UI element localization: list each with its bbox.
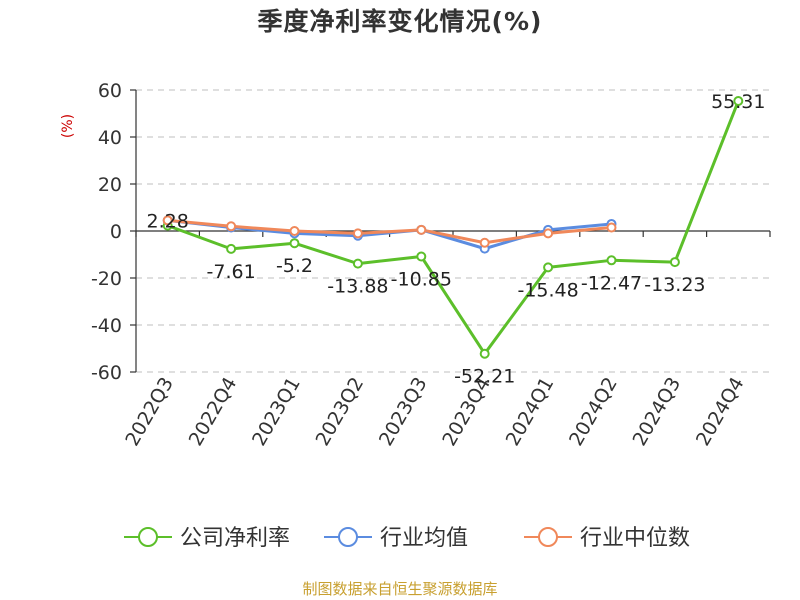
data-source-note: 制图数据来自恒生聚源数据库	[302, 580, 498, 598]
data-point	[352, 228, 363, 239]
y-tick-label: 0	[110, 221, 122, 243]
series-line-2	[167, 218, 612, 245]
legend-label: 公司净利率	[180, 526, 290, 551]
legend-label: 行业中位数	[580, 526, 690, 551]
data-point	[479, 237, 490, 248]
x-tick-label: 2022Q4	[185, 374, 242, 450]
data-label: -52.21	[454, 366, 515, 388]
y-tick-label: -40	[91, 315, 122, 337]
data-point	[733, 96, 744, 107]
data-label: -15.48	[517, 279, 578, 301]
data-label: 2.28	[147, 211, 189, 233]
data-point	[226, 243, 237, 254]
chart-title: 季度净利率变化情况(%)	[257, 7, 543, 36]
y-tick-label: 20	[98, 174, 122, 196]
x-tick-label: 2024Q3	[628, 374, 685, 450]
data-label: -5.2	[276, 255, 313, 277]
data-label: -13.88	[327, 276, 388, 298]
data-point	[543, 262, 554, 273]
data-point	[479, 348, 490, 359]
data-point	[606, 222, 617, 233]
data-label: -13.23	[644, 274, 705, 296]
series-line-0	[167, 100, 740, 356]
data-point	[669, 257, 680, 268]
x-tick-label: 2022Q3	[121, 374, 178, 450]
legend-marker	[538, 527, 558, 547]
x-tick-label: 2023Q2	[311, 374, 368, 450]
data-point	[606, 255, 617, 266]
y-axis-unit: (%)	[60, 114, 76, 138]
data-point	[289, 226, 300, 236]
data-point	[162, 215, 173, 226]
y-tick-label: 40	[98, 127, 122, 149]
legend-marker	[338, 527, 358, 547]
legend-label: 行业均值	[380, 526, 468, 551]
data-point	[416, 224, 427, 235]
data-label: -12.47	[581, 272, 642, 294]
data-point	[416, 251, 427, 262]
y-tick-label: -60	[91, 362, 122, 384]
data-label: 55.31	[711, 91, 765, 113]
data-point	[543, 228, 554, 239]
y-tick-label: -20	[91, 268, 122, 290]
x-tick-label: 2024Q2	[565, 374, 622, 450]
data-point	[352, 258, 363, 269]
x-tick-label: 2023Q3	[375, 374, 432, 450]
x-tick-label: 2023Q1	[248, 374, 305, 450]
y-tick-label: 60	[98, 80, 122, 102]
data-label: -10.85	[391, 268, 452, 290]
data-point	[289, 238, 300, 249]
x-tick-label: 2024Q4	[692, 374, 749, 450]
data-point	[226, 221, 237, 232]
legend-marker	[138, 527, 158, 547]
data-label: -7.61	[207, 261, 256, 283]
